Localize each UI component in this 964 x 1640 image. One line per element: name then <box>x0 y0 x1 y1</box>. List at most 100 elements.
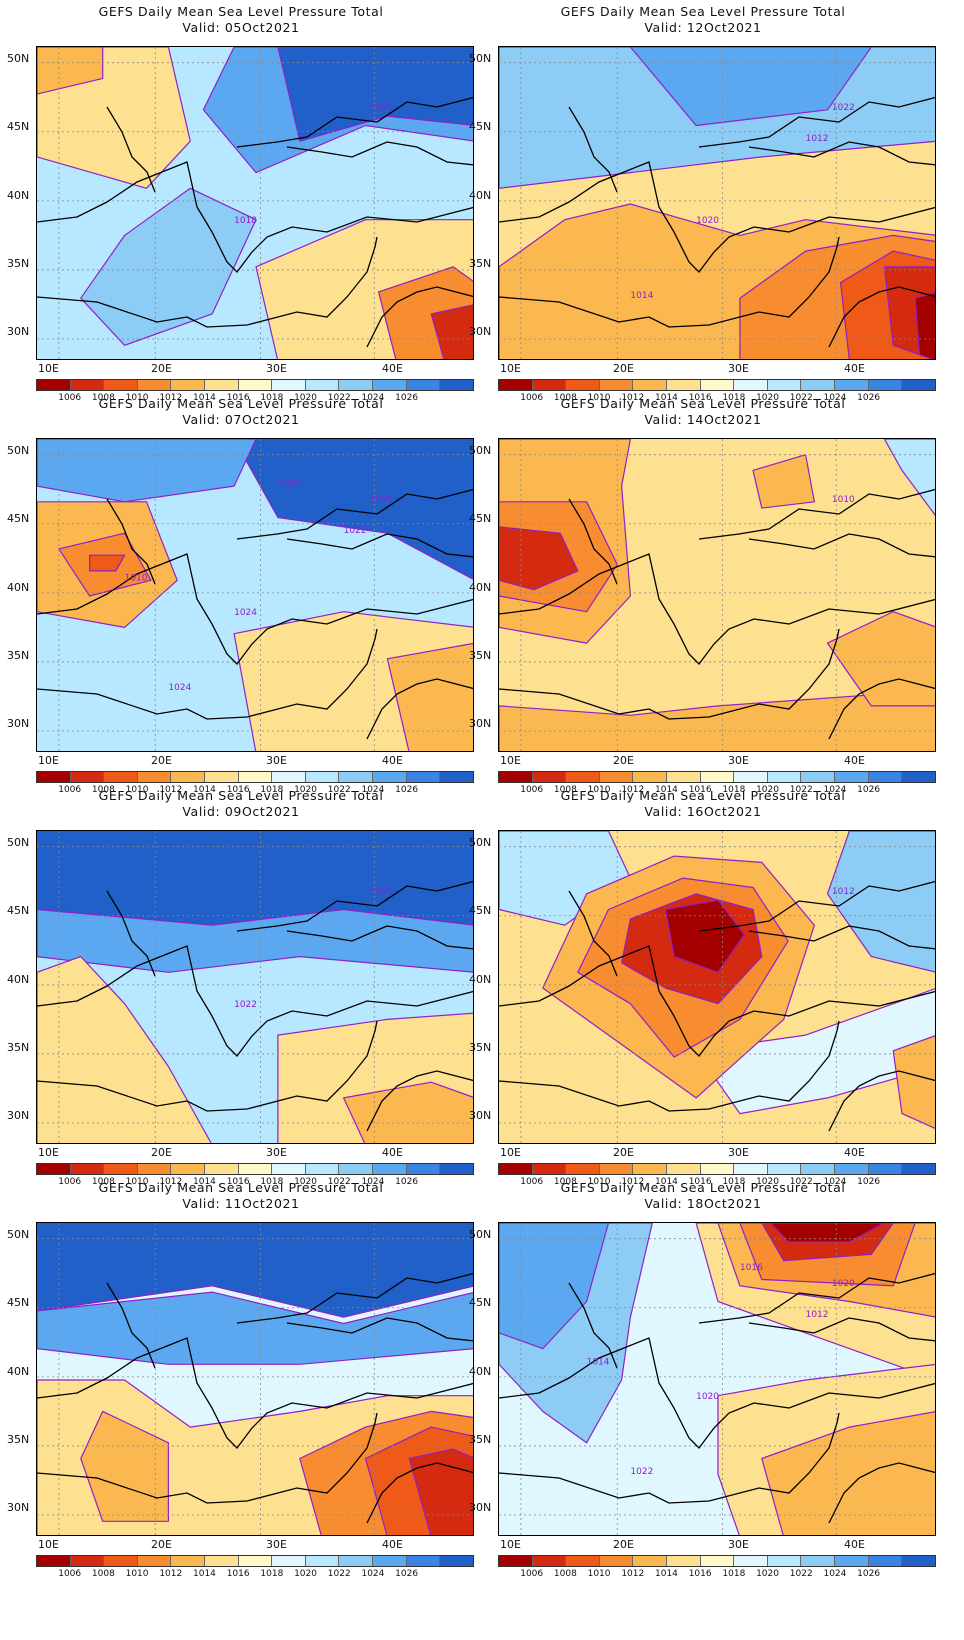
coastline-border <box>366 1462 473 1524</box>
colorbar-label: 1024 <box>361 393 385 403</box>
longitude-label: 30E <box>266 754 287 767</box>
colorbar-swatch <box>70 1556 105 1566</box>
colorbar-label: 1022 <box>789 785 813 795</box>
pressure-map-svg: 1022 1020 1014 1012 <box>499 47 935 359</box>
colorbar-swatch <box>902 1164 935 1174</box>
colorbar-swatch <box>171 1556 206 1566</box>
pressure-contour-region <box>629 47 872 127</box>
colorbar-label: 1016 <box>688 785 712 795</box>
contour-label: 1012 <box>278 479 301 489</box>
colorbar-swatch <box>835 772 869 782</box>
colorbar-swatch <box>835 1164 869 1174</box>
colorbar-swatch <box>440 1556 473 1566</box>
colorbar-swatch <box>305 772 340 782</box>
latitude-label: 50N <box>7 1228 30 1241</box>
latitude-label: 40N <box>469 973 492 986</box>
colorbar-swatch <box>373 380 407 390</box>
colorbar-swatch <box>137 1556 172 1566</box>
map-panel: GEFS Daily Mean Sea Level Pressure Total… <box>462 1176 944 1586</box>
panel-valid-date: Valid: 18Oct2021 <box>644 1196 762 1211</box>
colorbar-swatch <box>238 1164 273 1174</box>
map-panel: GEFS Daily Mean Sea Level Pressure Total… <box>0 784 482 1194</box>
colorbar-label: 1020 <box>756 785 779 795</box>
colorbar-swatch <box>734 380 768 390</box>
coastline-border <box>499 945 935 1057</box>
coastline-border <box>828 1462 935 1524</box>
colorbar-label: 1020 <box>294 785 317 795</box>
pressure-contour-region <box>826 611 935 707</box>
colorbar-label: 1018 <box>722 1569 746 1579</box>
coastline-border <box>366 286 473 348</box>
colorbar-label: 1022 <box>327 785 351 795</box>
coastline-border <box>37 161 473 273</box>
colorbar-swatch <box>767 772 802 782</box>
coastline-border <box>236 880 473 932</box>
colorbar <box>498 771 936 783</box>
colorbar-label: 1018 <box>260 1177 284 1187</box>
coastline-border <box>37 1412 378 1504</box>
latitude-label: 30N <box>469 1501 492 1514</box>
colorbar-label: 1014 <box>655 785 678 795</box>
colorbar-swatch <box>339 1164 374 1174</box>
pressure-contour-region <box>826 831 935 973</box>
latitude-label: 40N <box>469 1365 492 1378</box>
colorbar-label: 1026 <box>395 785 419 795</box>
map-panel: GEFS Daily Mean Sea Level Pressure Total… <box>0 1176 482 1586</box>
latitude-label: 35N <box>7 1433 30 1446</box>
colorbar-swatch <box>339 772 374 782</box>
colorbar-swatch <box>599 1556 634 1566</box>
pressure-map: 1010 <box>498 438 936 752</box>
coastline-border <box>286 141 473 166</box>
longitude-label: 20E <box>613 362 634 375</box>
pressure-map: 1020 1020 1022 1012 1014 1016 <box>498 1222 936 1536</box>
latitude-label: 35N <box>469 1433 492 1446</box>
colorbar-label: 1024 <box>823 393 847 403</box>
colorbar-swatch <box>104 380 138 390</box>
longitude-label: 20E <box>151 1146 172 1159</box>
longitude-label: 20E <box>613 1146 634 1159</box>
coastline-border <box>286 1317 473 1342</box>
panel-title: GEFS Daily Mean Sea Level Pressure Total <box>560 788 846 803</box>
pressure-contour-region <box>770 1223 885 1243</box>
pressure-map <box>36 1222 474 1536</box>
colorbar-label: 1012 <box>159 1569 183 1579</box>
colorbar-swatch <box>406 1164 441 1174</box>
colorbar-swatch <box>440 1164 473 1174</box>
colorbar-label: 1024 <box>823 785 847 795</box>
contour-label: 1012 <box>806 134 829 144</box>
latitude-label: 50N <box>7 836 30 849</box>
colorbar-label: 1010 <box>587 785 611 795</box>
colorbar-swatch <box>171 380 206 390</box>
colorbar-swatch <box>599 380 634 390</box>
latitude-label: 40N <box>7 1365 30 1378</box>
longitude-label: 20E <box>151 362 172 375</box>
pressure-contour-region <box>343 1081 473 1143</box>
colorbar-label: 1020 <box>294 1569 317 1579</box>
longitude-label: 30E <box>266 1146 287 1159</box>
coastline-border <box>568 106 618 193</box>
colorbar-swatch <box>868 1164 903 1174</box>
pressure-map-svg: 1010 <box>499 439 935 751</box>
colorbar-label: 1014 <box>655 393 678 403</box>
colorbar-swatch <box>104 1556 138 1566</box>
pressure-contour-region <box>914 291 935 359</box>
pressure-contour-region <box>37 831 473 926</box>
colorbar-swatch <box>70 772 105 782</box>
pressure-map-svg: 1020 1020 1022 1012 1014 1016 <box>499 1223 935 1535</box>
colorbar-swatch <box>566 380 600 390</box>
latitude-label: 50N <box>469 836 492 849</box>
colorbar-swatch <box>205 1556 239 1566</box>
panel-valid-date: Valid: 07Oct2021 <box>182 412 300 427</box>
coastline-border <box>106 1282 156 1369</box>
colorbar-label: 1006 <box>58 1177 82 1187</box>
pressure-contour-region <box>37 955 212 1143</box>
colorbar-swatch <box>37 1164 71 1174</box>
colorbar-swatch <box>566 1556 600 1566</box>
latitude-label: 45N <box>469 904 492 917</box>
colorbar-swatch <box>532 772 567 782</box>
latitude-label: 35N <box>7 649 30 662</box>
latitude-label: 50N <box>469 1228 492 1241</box>
latitude-label: 30N <box>469 1109 492 1122</box>
colorbar-swatch <box>667 1164 701 1174</box>
pressure-contour-region <box>277 47 473 142</box>
